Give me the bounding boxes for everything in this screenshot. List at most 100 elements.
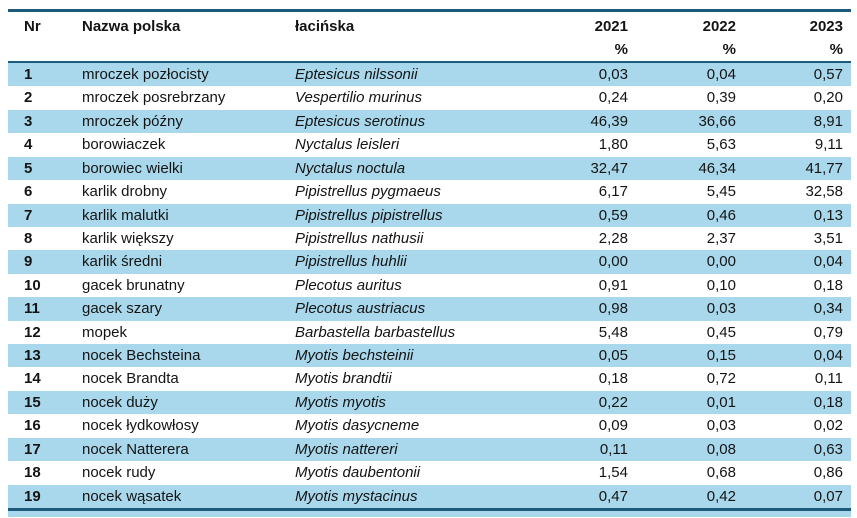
cell-row-number: 16 — [24, 417, 41, 435]
cell-value-2021: 0,24 — [598, 89, 628, 107]
table-row: 14 nocek Brandta Myotis brandtii 0,18 0,… — [8, 367, 851, 390]
cell-row-number: 7 — [24, 206, 33, 224]
cell-value-2022: 0,42 — [706, 487, 736, 505]
cell-value-2022: 0,45 — [706, 323, 736, 341]
cell-value-2022: 0,72 — [706, 370, 736, 388]
cell-latin-name: Pipistrellus pipistrellus — [295, 206, 443, 224]
cell-latin-name: Myotis brandtii — [295, 370, 392, 388]
cell-value-2023: 32,58 — [805, 183, 843, 201]
year-label: 2022 — [702, 18, 736, 35]
bat-species-table: Nr Nazwa polska łacińska 2021 % 2022 % 2… — [8, 9, 851, 512]
table-row: 1 mroczek pozłocisty Eptesicus nilssonii… — [8, 62, 851, 87]
col-header-2022: 2022 % — [636, 11, 744, 63]
cell-value-2021: 1,80 — [598, 136, 628, 154]
cell-row-number: 14 — [24, 370, 41, 388]
cell-polish-name: nocek Bechsteina — [82, 347, 201, 365]
header-row: Nr Nazwa polska łacińska 2021 % 2022 % 2… — [8, 11, 851, 63]
table-row: 9 karlik średni Pipistrellus huhlii 0,00… — [8, 250, 851, 274]
table-row: 17 nocek Natterera Myotis nattereri 0,11… — [8, 437, 851, 462]
cell-latin-name: Nyctalus leisleri — [295, 136, 400, 154]
cell-row-number: 13 — [24, 347, 41, 365]
cell-value-2023: 0,57 — [813, 66, 843, 83]
cell-value-2022: 0,15 — [706, 347, 736, 365]
cell-value-2023: 0,04 — [813, 347, 843, 365]
cell-latin-name: Pipistrellus huhlii — [295, 253, 407, 271]
cell-polish-name: gacek brunatny — [82, 276, 185, 294]
table-row: 11 gacek szary Plecotus austriacus 0,98 … — [8, 297, 851, 321]
cell-latin-name: Nyctalus noctula — [295, 159, 406, 177]
cell-value-2022: 46,34 — [698, 159, 736, 177]
cell-value-2023: 8,91 — [813, 112, 843, 130]
cell-row-number: 2 — [24, 89, 33, 107]
cell-row-number: 6 — [24, 183, 33, 201]
cell-value-2022: 0,39 — [706, 89, 736, 107]
cell-polish-name: nocek Brandta — [82, 370, 179, 388]
cell-value-2023: 0,04 — [813, 253, 843, 271]
table-row: 8 karlik większy Pipistrellus nathusii 2… — [8, 227, 851, 250]
cell-value-2021: 0,59 — [598, 206, 628, 224]
table-row: 18 nocek rudy Myotis daubentonii 1,54 0,… — [8, 461, 851, 484]
cell-latin-name: Myotis daubentonii — [295, 464, 421, 482]
cell-value-2021: 0,11 — [599, 440, 628, 458]
cell-value-2022: 2,37 — [706, 229, 736, 247]
cell-value-2023: 0,34 — [813, 300, 843, 318]
table-row: 19 nocek wąsatek Myotis mystacinus 0,47 … — [8, 484, 851, 510]
cell-value-2023: 0,86 — [813, 464, 843, 482]
cell-latin-name: Plecotus austriacus — [295, 300, 426, 318]
cell-value-2021: 0,05 — [598, 347, 628, 365]
cell-polish-name: mroczek posrebrzany — [82, 89, 226, 107]
cell-value-2021: 0,18 — [598, 370, 628, 388]
cell-row-number: 15 — [24, 393, 41, 411]
cell-polish-name: borowiec wielki — [82, 159, 183, 177]
cell-latin-name: Myotis dasycneme — [295, 417, 420, 435]
cell-polish-name: borowiaczek — [82, 136, 166, 154]
cell-value-2022: 5,63 — [706, 136, 736, 154]
cell-polish-name: karlik malutki — [82, 206, 169, 224]
cell-value-2023: 41,77 — [805, 159, 843, 177]
cell-polish-name: mroczek późny — [82, 112, 183, 130]
col-header-polish-name: Nazwa polska — [82, 18, 181, 35]
table-body: 1 mroczek pozłocisty Eptesicus nilssonii… — [8, 62, 851, 510]
col-header-nr: Nr — [24, 18, 41, 35]
cell-polish-name: nocek duży — [82, 393, 158, 411]
table-row: 5 borowiec wielki Nyctalus noctula 32,47… — [8, 156, 851, 181]
cell-polish-name: karlik średni — [82, 253, 163, 271]
cell-value-2022: 0,08 — [706, 440, 736, 458]
cell-value-2023: 0,02 — [813, 417, 843, 435]
cell-value-2023: 0,07 — [813, 487, 843, 505]
cell-value-2023: 0,79 — [813, 323, 843, 341]
cell-value-2023: 9,11 — [814, 136, 843, 154]
cell-row-number: 4 — [24, 136, 33, 154]
cell-row-number: 8 — [24, 229, 33, 247]
cell-row-number: 5 — [24, 159, 33, 177]
bottom-stripe-band — [8, 511, 851, 518]
cell-row-number: 18 — [24, 464, 41, 482]
table-row: 12 mopek Barbastella barbastellus 5,48 0… — [8, 321, 851, 344]
cell-value-2021: 0,98 — [598, 300, 628, 318]
cell-value-2021: 5,48 — [598, 323, 628, 341]
cell-value-2022: 0,00 — [706, 253, 736, 271]
cell-value-2022: 0,03 — [706, 417, 736, 435]
cell-value-2023: 0,11 — [814, 370, 843, 388]
cell-row-number: 3 — [24, 112, 33, 130]
table-header: Nr Nazwa polska łacińska 2021 % 2022 % 2… — [8, 11, 851, 63]
cell-polish-name: nocek łydkowłosy — [82, 417, 199, 435]
cell-latin-name: Myotis mystacinus — [295, 487, 418, 505]
cell-polish-name: nocek rudy — [82, 464, 156, 482]
col-header-latin-name: łacińska — [295, 18, 355, 35]
cell-value-2022: 0,46 — [706, 206, 736, 224]
cell-value-2023: 0,18 — [813, 393, 843, 411]
cell-row-number: 19 — [24, 487, 41, 505]
cell-row-number: 10 — [24, 276, 41, 294]
cell-value-2021: 32,47 — [590, 159, 628, 177]
cell-polish-name: nocek Natterera — [82, 440, 189, 458]
cell-value-2021: 1,54 — [598, 464, 628, 482]
table-row: 16 nocek łydkowłosy Myotis dasycneme 0,0… — [8, 414, 851, 437]
cell-row-number: 17 — [24, 440, 41, 458]
cell-value-2021: 0,91 — [598, 276, 628, 294]
table-row: 10 gacek brunatny Plecotus auritus 0,91 … — [8, 274, 851, 297]
table-row: 4 borowiaczek Nyctalus leisleri 1,80 5,6… — [8, 133, 851, 156]
cell-value-2023: 3,51 — [813, 229, 843, 247]
cell-latin-name: Plecotus auritus — [295, 276, 402, 294]
